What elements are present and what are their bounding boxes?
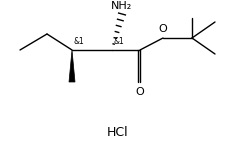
Text: O: O	[136, 87, 144, 97]
Text: O: O	[159, 24, 168, 34]
Polygon shape	[69, 50, 75, 82]
Text: HCl: HCl	[107, 125, 129, 138]
Text: &1: &1	[74, 37, 85, 46]
Text: NH₂: NH₂	[112, 1, 132, 11]
Text: &1: &1	[114, 37, 125, 46]
